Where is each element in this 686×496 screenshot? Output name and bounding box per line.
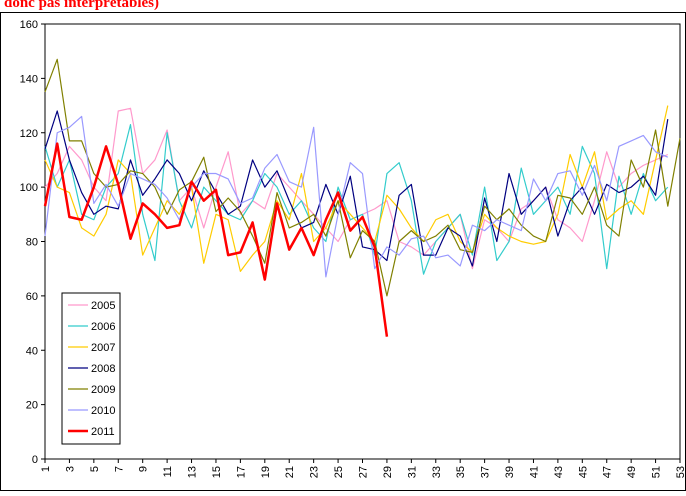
y-tick-label: 80 — [26, 237, 38, 249]
legend-label: 2009 — [91, 384, 115, 396]
x-tick-label: 53 — [675, 466, 686, 478]
x-tick-label: 17 — [235, 466, 247, 478]
x-tick-label: 39 — [504, 466, 516, 478]
y-tick-label: 120 — [20, 128, 38, 140]
x-tick-label: 27 — [358, 466, 370, 478]
legend-label: 2005 — [91, 300, 115, 312]
x-tick-label: 5 — [89, 466, 101, 472]
x-tick-label: 43 — [553, 466, 565, 478]
x-tick-label: 33 — [431, 466, 443, 478]
y-tick-label: 0 — [32, 454, 38, 466]
x-tick-label: 41 — [528, 466, 540, 478]
x-tick-label: 49 — [626, 466, 638, 478]
x-tick-label: 7 — [113, 466, 125, 472]
x-tick-label: 13 — [187, 466, 199, 478]
x-tick-label: 35 — [455, 466, 467, 478]
x-tick-label: 1 — [40, 466, 52, 472]
x-tick-label: 23 — [309, 466, 321, 478]
x-tick-label: 25 — [333, 466, 345, 478]
x-tick-label: 31 — [406, 466, 418, 478]
x-tick-label: 19 — [260, 466, 272, 478]
y-tick-label: 40 — [26, 345, 38, 357]
y-tick-label: 160 — [20, 19, 38, 31]
series-line — [44, 123, 669, 275]
x-tick-label: 29 — [382, 466, 394, 478]
legend-label: 2010 — [91, 405, 115, 417]
x-tick-label: 45 — [577, 466, 589, 478]
chart-title: donc pas interprétables) — [4, 0, 159, 11]
y-tick-label: 20 — [26, 400, 38, 412]
x-tick-label: 47 — [602, 466, 614, 478]
x-tick-label: 21 — [284, 466, 296, 478]
y-tick-label: 60 — [26, 291, 38, 303]
legend-label: 2008 — [91, 363, 115, 375]
legend-label: 2011 — [91, 426, 115, 438]
series-line — [43, 142, 389, 337]
x-tick-label: 37 — [480, 466, 492, 478]
x-tick-label: 15 — [211, 466, 223, 478]
series-line — [44, 105, 669, 273]
y-tick-label: 100 — [20, 182, 38, 194]
legend-label: 2006 — [91, 321, 115, 333]
x-tick-label: 11 — [162, 466, 174, 477]
x-tick-label: 9 — [138, 466, 150, 472]
x-tick-label: 3 — [64, 466, 76, 472]
series-line — [44, 115, 669, 278]
y-tick-label: 140 — [20, 73, 38, 85]
x-tick-label: 51 — [651, 466, 663, 478]
legend-label: 2007 — [91, 342, 115, 354]
series-line — [44, 110, 669, 267]
